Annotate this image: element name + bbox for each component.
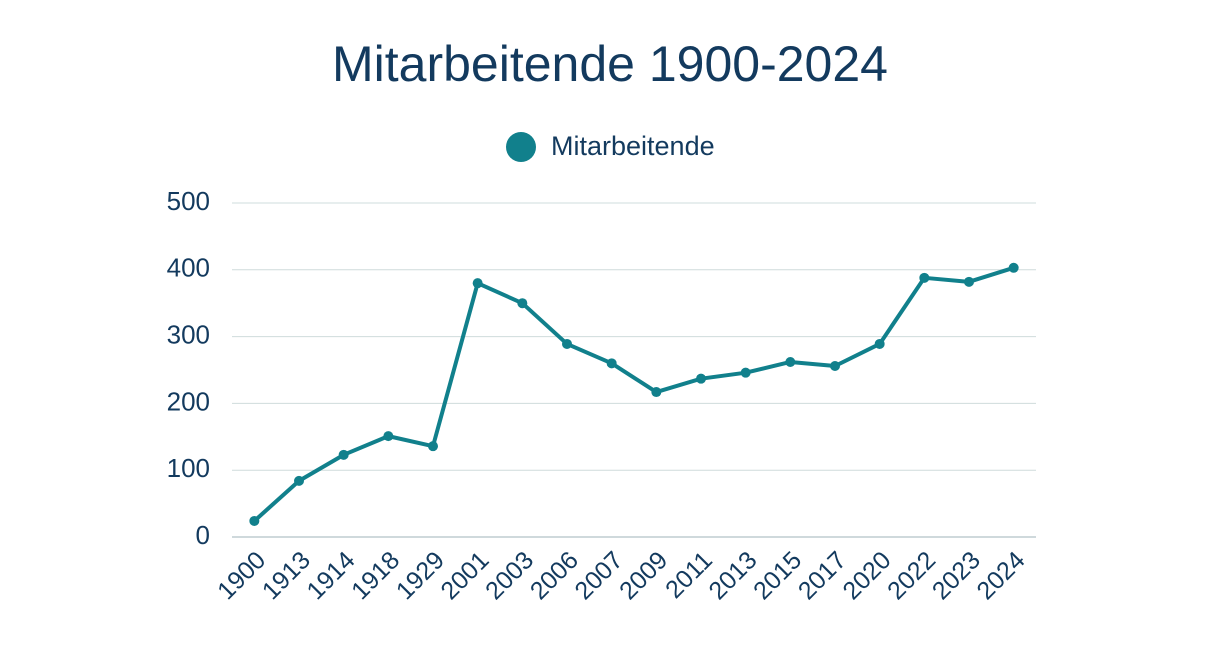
y-tick-label: 100 bbox=[167, 453, 210, 483]
legend-marker bbox=[506, 132, 536, 162]
data-point bbox=[874, 338, 885, 349]
data-point bbox=[383, 431, 394, 442]
x-tick-label: 2007 bbox=[569, 546, 628, 605]
data-point bbox=[606, 358, 617, 369]
data-point bbox=[785, 356, 796, 367]
y-tick-label: 0 bbox=[196, 520, 210, 550]
data-point bbox=[651, 387, 662, 398]
x-tick-label: 1913 bbox=[257, 546, 316, 605]
x-tick-label: 2020 bbox=[837, 546, 896, 605]
y-tick-label: 200 bbox=[167, 386, 210, 416]
x-tick-label: 1914 bbox=[301, 546, 360, 605]
x-tick-label: 2017 bbox=[793, 546, 852, 605]
data-point bbox=[294, 475, 304, 486]
data-point bbox=[428, 441, 438, 452]
data-point bbox=[1008, 262, 1019, 273]
x-tick-label: 2011 bbox=[660, 546, 718, 604]
legend-label: Mitarbeitende bbox=[551, 131, 715, 161]
x-tick-label: 2013 bbox=[703, 546, 762, 605]
x-tick-label: 2024 bbox=[971, 546, 1030, 605]
data-point bbox=[919, 272, 930, 283]
x-tick-label: 2015 bbox=[748, 546, 807, 605]
data-point bbox=[338, 449, 349, 460]
data-point bbox=[472, 278, 483, 289]
data-point bbox=[696, 373, 706, 384]
data-point bbox=[249, 515, 260, 526]
chart-title: Mitarbeitende 1900-2024 bbox=[332, 36, 888, 92]
y-tick-label: 400 bbox=[167, 253, 210, 283]
x-tick-label: 2006 bbox=[525, 546, 584, 605]
x-tick-label: 1900 bbox=[212, 546, 271, 605]
x-tick-label: 1929 bbox=[391, 546, 450, 605]
x-tick-label: 2001 bbox=[435, 546, 494, 605]
data-point bbox=[740, 367, 751, 378]
x-tick-label: 2022 bbox=[882, 546, 941, 605]
data-point bbox=[830, 360, 840, 371]
series-line bbox=[252, 265, 1015, 523]
x-tick-label: 2023 bbox=[927, 546, 986, 605]
data-point bbox=[964, 276, 974, 287]
x-tick-label: 2003 bbox=[480, 546, 539, 605]
y-tick-label: 500 bbox=[167, 186, 210, 216]
x-tick-label: 2009 bbox=[614, 546, 673, 605]
x-tick-label: 1918 bbox=[346, 546, 405, 605]
y-tick-label: 300 bbox=[167, 319, 210, 349]
data-point bbox=[517, 298, 528, 309]
data-point bbox=[562, 338, 572, 349]
